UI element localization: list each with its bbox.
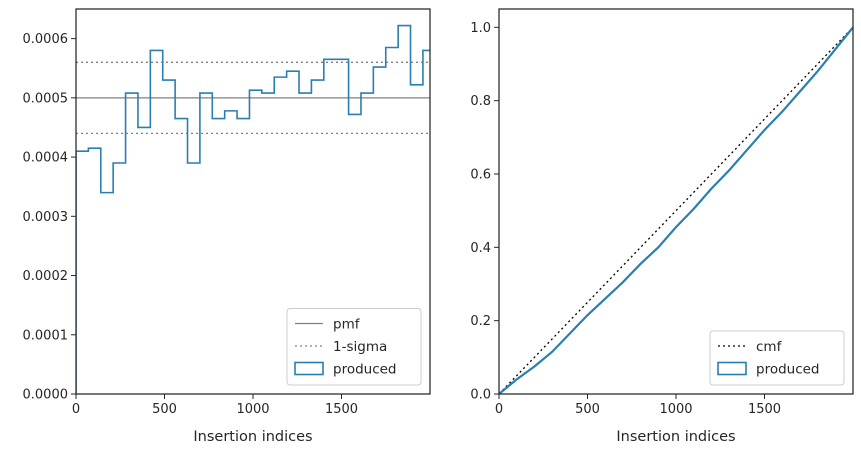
y-tick-label: 0.0006 — [23, 32, 69, 47]
left-histogram-panel: 0 500 1000 1500 0.0000 0.0001 0.0002 0.0003 0.00… — [23, 8, 431, 445]
y-tick-label: 0.0002 — [23, 269, 69, 284]
x-tick-label: 500 — [152, 402, 177, 417]
legend: pmf 1-sigma produced — [286, 308, 422, 386]
legend-box — [709, 330, 845, 386]
series-produced-line — [499, 26, 853, 394]
x-tick-label: 1500 — [325, 402, 358, 417]
y-tick-label: 0.0000 — [23, 388, 69, 403]
legend-label-cmf: cmf — [756, 339, 783, 355]
legend-swatch-produced — [717, 361, 747, 376]
plot-area — [499, 26, 853, 394]
legend-label-1-sigma: 1-sigma — [333, 339, 387, 355]
y-tick-label: 0.8 — [470, 94, 491, 109]
x-tick-label: 500 — [575, 402, 600, 417]
y-tick-label: 0.0004 — [23, 151, 69, 166]
y-tick-label: 0.0001 — [23, 328, 69, 343]
y-tick-label: 0.6 — [470, 168, 491, 183]
x-tick-label: 0 — [495, 402, 503, 417]
legend-label-produced: produced — [756, 362, 820, 378]
plot-area — [76, 24, 430, 394]
y-tick-label: 0.0 — [470, 388, 491, 403]
x-tick-label: 1000 — [659, 402, 692, 417]
y-tick-label: 0.4 — [470, 241, 491, 256]
y-tick-label: 0.2 — [470, 314, 491, 329]
legend: cmf produced — [709, 330, 845, 386]
y-tick-label: 1.0 — [470, 21, 491, 36]
axes-frame — [498, 8, 854, 395]
x-tick-label: 1500 — [748, 402, 781, 417]
y-tick-label: 0.0005 — [23, 91, 69, 106]
legend-swatch-produced — [294, 361, 324, 376]
y-tick-label: 0.0003 — [23, 210, 69, 225]
x-tick-label: 0 — [72, 402, 80, 417]
right-cmf-panel: 0 500 1000 1500 0.0 0.2 0.4 0.6 0.8 1.0 Insertion … — [470, 8, 854, 445]
legend-label-pmf: pmf — [333, 317, 361, 333]
series-produced-step — [76, 24, 430, 394]
axes-frame — [75, 8, 431, 395]
x-axis-label: Insertion indices — [193, 429, 312, 445]
x-tick-label: 1000 — [236, 402, 269, 417]
legend-label-produced: produced — [333, 362, 397, 378]
x-axis-label: Insertion indices — [616, 429, 735, 445]
legend-box — [286, 308, 422, 386]
